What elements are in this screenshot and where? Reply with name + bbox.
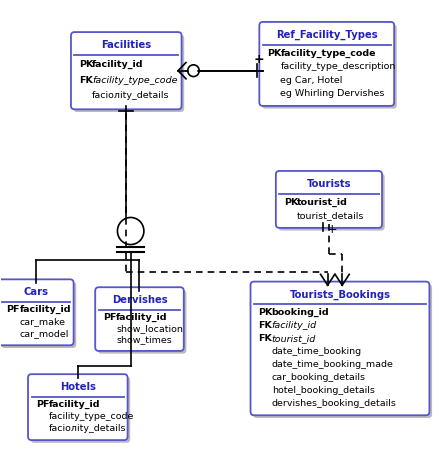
Text: +: + — [326, 223, 337, 236]
FancyBboxPatch shape — [262, 24, 397, 109]
Text: Facilities: Facilities — [101, 40, 151, 50]
Text: PF: PF — [103, 313, 117, 322]
Text: +: + — [253, 53, 264, 67]
FancyBboxPatch shape — [74, 35, 184, 112]
FancyBboxPatch shape — [253, 284, 432, 418]
FancyBboxPatch shape — [276, 171, 382, 228]
Text: FK: FK — [259, 321, 272, 330]
FancyBboxPatch shape — [0, 280, 74, 345]
Text: facility_id: facility_id — [116, 313, 168, 322]
FancyBboxPatch shape — [259, 22, 394, 106]
Text: show_location: show_location — [116, 324, 183, 333]
FancyBboxPatch shape — [278, 173, 385, 231]
Text: car_booking_details: car_booking_details — [272, 373, 366, 382]
Text: PK: PK — [259, 308, 273, 317]
Text: tourist_id: tourist_id — [272, 334, 316, 343]
Text: date_time_booking: date_time_booking — [272, 347, 362, 356]
FancyBboxPatch shape — [98, 290, 187, 354]
Text: faciолity_details: faciолity_details — [92, 91, 170, 100]
Text: facility_type_code: facility_type_code — [281, 48, 376, 58]
Text: car_model: car_model — [19, 329, 69, 338]
Text: dervishes_booking_details: dervishes_booking_details — [272, 399, 396, 408]
Text: Tourists: Tourists — [307, 179, 351, 189]
Text: PK: PK — [79, 60, 93, 69]
Text: car_make: car_make — [19, 317, 65, 326]
Text: eg Whirling Dervishes: eg Whirling Dervishes — [281, 89, 385, 98]
Text: PK: PK — [267, 49, 282, 58]
FancyBboxPatch shape — [95, 287, 184, 351]
Text: FK: FK — [259, 334, 272, 343]
Text: facility_type_code: facility_type_code — [49, 412, 134, 421]
Text: Cars: Cars — [23, 288, 49, 298]
FancyBboxPatch shape — [1, 282, 76, 348]
Text: Tourists_Bookings: Tourists_Bookings — [290, 289, 390, 300]
Text: facility_id: facility_id — [19, 305, 71, 314]
Text: facility_type_description: facility_type_description — [281, 62, 396, 71]
Text: PF: PF — [6, 305, 20, 314]
FancyBboxPatch shape — [28, 374, 128, 440]
Text: Dervishes: Dervishes — [112, 295, 168, 305]
Text: date_time_booking_made: date_time_booking_made — [272, 360, 393, 369]
Text: show_times: show_times — [116, 335, 172, 344]
FancyBboxPatch shape — [30, 377, 130, 443]
Text: eg Car, Hotel: eg Car, Hotel — [281, 76, 343, 85]
Text: FK: FK — [79, 76, 93, 85]
Text: facility_id: facility_id — [272, 321, 317, 330]
FancyBboxPatch shape — [251, 282, 430, 415]
FancyBboxPatch shape — [71, 32, 182, 109]
Text: facility_id: facility_id — [92, 60, 144, 69]
Text: Hotels: Hotels — [60, 382, 96, 392]
Text: facility_type_code: facility_type_code — [92, 76, 178, 85]
Text: tourist_details: tourist_details — [297, 211, 364, 220]
Text: tourist_id: tourist_id — [297, 198, 348, 207]
Text: Ref_Facility_Types: Ref_Facility_Types — [276, 30, 377, 40]
Text: facility_id: facility_id — [49, 400, 101, 409]
Text: PF: PF — [36, 400, 50, 409]
Text: faciолity_details: faciолity_details — [49, 424, 127, 433]
Text: PK: PK — [284, 198, 298, 207]
Text: booking_id: booking_id — [272, 308, 329, 317]
Text: hotel_booking_details: hotel_booking_details — [272, 386, 374, 395]
